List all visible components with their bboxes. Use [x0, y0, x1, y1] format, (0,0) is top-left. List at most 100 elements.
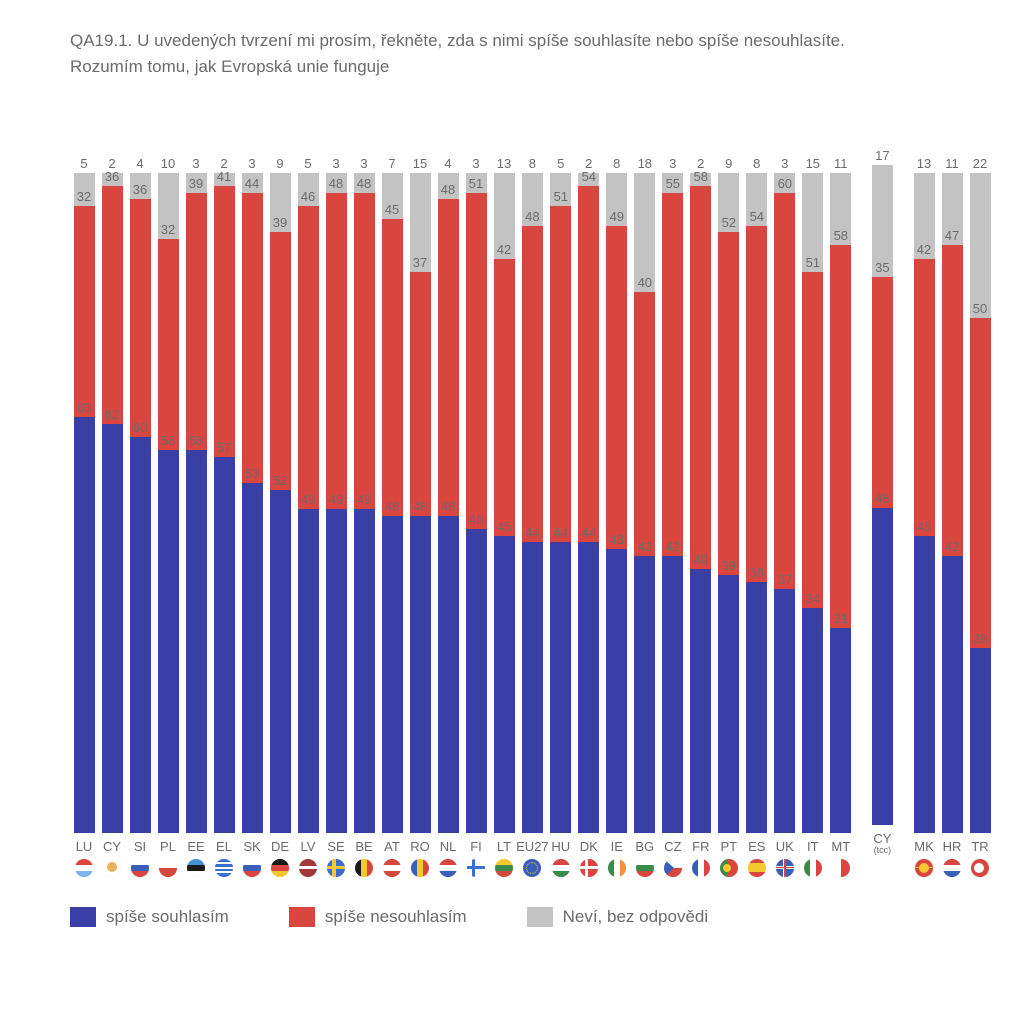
bar-value-label: 46 — [301, 189, 315, 204]
bar-value-label: 9 — [276, 156, 283, 171]
chart-column: 134245LT — [490, 113, 518, 877]
bar-stack: 25840 — [687, 113, 715, 833]
chart-column: 33958EE — [182, 113, 210, 877]
bar-value-label: 15 — [806, 156, 820, 171]
bar-segment: 63 — [74, 417, 95, 833]
country-flag-icon — [75, 859, 93, 877]
bar-segment: 36 — [102, 186, 123, 424]
country-code: PL — [160, 839, 176, 855]
bar-stack: 24157 — [210, 113, 238, 833]
country-flag-icon — [776, 859, 794, 877]
bar-value-label: 48 — [441, 182, 455, 197]
bar-stack: 115831 — [827, 113, 855, 833]
country-code: RO — [410, 839, 430, 855]
bar-value-label: 11 — [945, 156, 959, 171]
bar-stack: 85438 — [743, 113, 771, 833]
bar-value-label: 4 — [136, 156, 143, 171]
country-code: HU — [551, 839, 570, 855]
bar-value-label: 58 — [834, 228, 848, 243]
legend-label: Neví, bez odpovědi — [563, 907, 709, 927]
bar-value-label: 5 — [557, 156, 564, 171]
country-code: AT — [384, 839, 400, 855]
bar-stack: 44848 — [434, 113, 462, 833]
chart-column: 36037UK — [771, 113, 799, 877]
country-code: IT — [807, 839, 819, 855]
bar-segment: 39 — [718, 575, 739, 832]
bar-value-label: 54 — [750, 209, 764, 224]
chart-column: 155134IT — [799, 113, 827, 877]
title-line-2: Rozumím tomu, jak Evropská unie funguje — [70, 57, 389, 76]
bar-segment: 37 — [410, 272, 431, 516]
country-code: EE — [187, 839, 204, 855]
bar-value-label: 48 — [525, 209, 539, 224]
bar-segment: 43 — [606, 549, 627, 833]
chart-column: 34849BE — [350, 113, 378, 877]
country-flag-icon — [915, 859, 933, 877]
bar-stack: 34849 — [350, 113, 378, 833]
bar-segment: 42 — [662, 556, 683, 833]
country-code: NL — [440, 839, 457, 855]
bar-segment: 58 — [158, 450, 179, 833]
bar-value-label: 3 — [332, 156, 339, 171]
bar-value-label: 3 — [192, 156, 199, 171]
bar-segment: 48 — [354, 193, 375, 510]
country-code: DK — [580, 839, 598, 855]
bar-segment: 54 — [746, 226, 767, 582]
bar-segment: 37 — [774, 589, 795, 833]
chart-column: 25840FR — [687, 113, 715, 877]
bar-value-label: 8 — [753, 156, 760, 171]
bar-value-label: 63 — [77, 400, 91, 415]
bar-segment: 48 — [438, 516, 459, 833]
chart-column: 54649LV — [294, 113, 322, 877]
bar-segment: 60 — [130, 437, 151, 833]
bar-value-label: 40 — [694, 552, 708, 567]
bar-segment: 35 — [872, 277, 893, 508]
bar-segment: 45 — [914, 536, 935, 833]
bar-value-label: 44 — [582, 525, 596, 540]
chart-column: 35146FI — [462, 113, 490, 877]
legend-swatch — [70, 907, 96, 927]
bar-value-label: 47 — [945, 228, 959, 243]
bar-segment: 46 — [466, 529, 487, 833]
bar-value-label: 44 — [245, 176, 259, 191]
legend-item: spíše nesouhlasím — [289, 907, 467, 927]
bar-value-label: 48 — [357, 176, 371, 191]
bar-value-label: 43 — [610, 532, 624, 547]
bar-segment: 46 — [298, 206, 319, 510]
country-flag-icon — [131, 859, 149, 877]
bar-stack: 36037 — [771, 113, 799, 833]
chart-column: 103258PL — [154, 113, 182, 877]
legend-label: spíše souhlasím — [106, 907, 229, 927]
chart-column: 115831MT — [827, 113, 855, 877]
bar-segment: 58 — [690, 186, 711, 569]
bar-value-label: 35 — [875, 260, 889, 275]
bar-value-label: 3 — [248, 156, 255, 171]
bar-value-label: 57 — [217, 440, 231, 455]
bar-segment: 52 — [718, 232, 739, 575]
bar-segment: 48 — [438, 199, 459, 516]
bar-stack: 74548 — [378, 113, 406, 833]
legend-item: Neví, bez odpovědi — [527, 907, 709, 927]
country-flag-icon — [327, 859, 345, 877]
bar-value-label: 8 — [613, 156, 620, 171]
chart-column: 25444DK — [575, 113, 603, 877]
bar-value-label: 58 — [694, 169, 708, 184]
bar-segment: 38 — [746, 582, 767, 833]
country-code: ES — [748, 839, 765, 855]
bar-segment: 32 — [158, 239, 179, 450]
country-flag-icon — [832, 859, 850, 877]
bar-value-label: 38 — [750, 565, 764, 580]
country-code: EU27 — [516, 839, 549, 855]
bar-value-label: 18 — [638, 156, 652, 171]
bar-segment: 48 — [522, 226, 543, 543]
bar-segment: 48 — [410, 516, 431, 833]
country-flag-icon — [271, 859, 289, 877]
bar-value-label: 45 — [385, 202, 399, 217]
legend-swatch — [527, 907, 553, 927]
bar-stack: 54649 — [294, 113, 322, 833]
chart-column: 93952DE — [266, 113, 294, 877]
bar-value-label: 53 — [245, 466, 259, 481]
bar-segment: 48 — [326, 193, 347, 510]
chart-column: 44848 NL — [434, 113, 462, 877]
chart-column: 173548CY(tcc) — [868, 105, 896, 877]
